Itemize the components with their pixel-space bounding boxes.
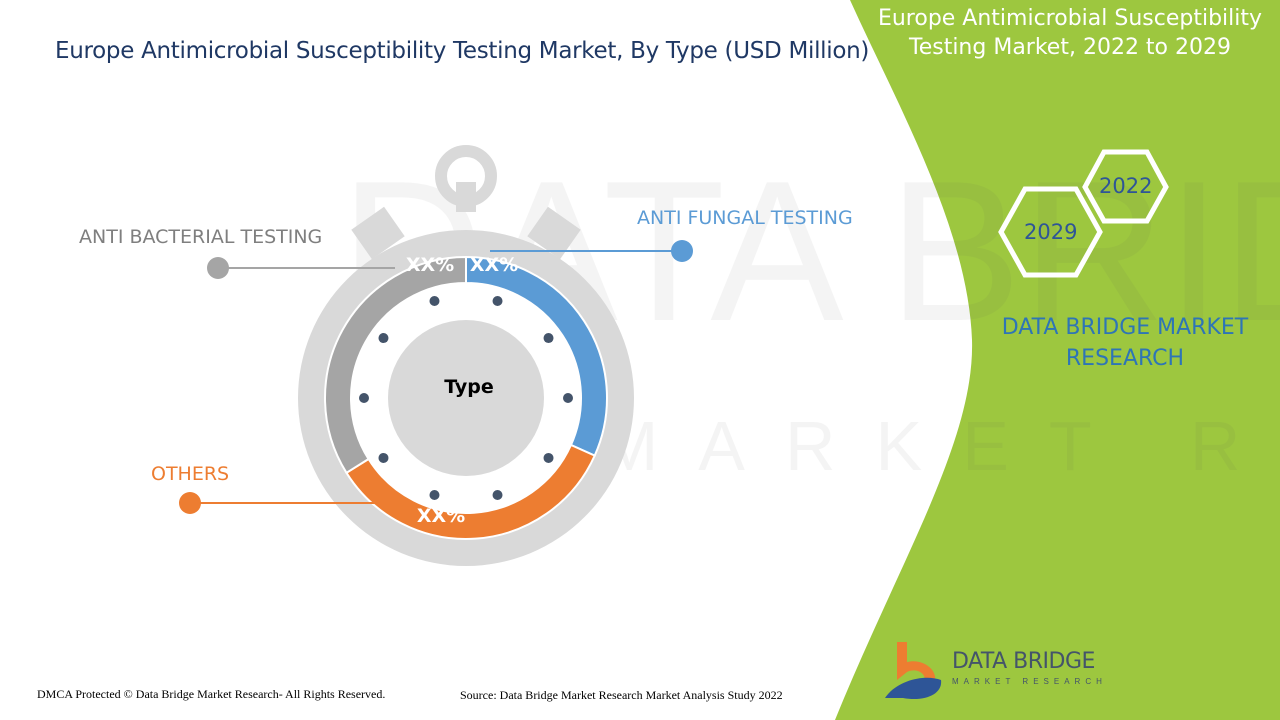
tick-dot <box>492 295 503 306</box>
year-start: 2022 <box>1099 174 1153 198</box>
copyright: DMCA Protected © Data Bridge Market Rese… <box>37 687 386 701</box>
tick-dot <box>378 333 389 344</box>
center-label: Type <box>444 376 494 398</box>
tick-dot <box>359 393 369 403</box>
tick-dot <box>429 490 440 501</box>
year-end: 2029 <box>1024 220 1078 244</box>
tick-dot <box>378 452 389 463</box>
tick-dot <box>429 295 440 306</box>
logo-icon <box>885 642 942 700</box>
legend-anti-fungal: ANTI FUNGAL TESTING <box>637 207 853 229</box>
tick-dot <box>543 333 554 344</box>
brand-text: DATA BRIDGE MARKET RESEARCH <box>1001 315 1249 371</box>
green-side-panel <box>835 0 1280 720</box>
tick-dot <box>563 393 573 403</box>
legend-others: OTHERS <box>151 463 230 485</box>
legend-anti-bacterial: ANTI BACTERIAL TESTING <box>79 226 323 248</box>
callout-dot-anti-bacterial <box>207 257 229 279</box>
logo-name: DATA BRIDGE <box>952 649 1095 674</box>
tick-dot <box>492 490 503 501</box>
callout-dot-others <box>179 492 201 514</box>
slice-anti-bacterial <box>324 255 467 475</box>
data-label-others: XX% <box>417 505 465 527</box>
data-label-anti-fungal: XX% <box>470 254 518 276</box>
hexagon-2029 <box>998 186 1103 278</box>
callout-dot-anti-fungal <box>671 240 693 262</box>
chart-title: Europe Antimicrobial Susceptibility Test… <box>55 38 870 64</box>
svg-text:MARKET RESEARCH: MARKET RESEARCH <box>600 407 1280 485</box>
logo-tagline: MARKET RESEARCH <box>952 677 1107 686</box>
data-label-anti-bacterial: XX% <box>406 254 454 276</box>
source-note: Source: Data Bridge Market Research Mark… <box>460 688 783 702</box>
side-panel-title: Europe Antimicrobial Susceptibility Test… <box>877 6 1263 60</box>
tick-dot <box>543 452 554 463</box>
hexagon-2022 <box>1082 149 1169 224</box>
